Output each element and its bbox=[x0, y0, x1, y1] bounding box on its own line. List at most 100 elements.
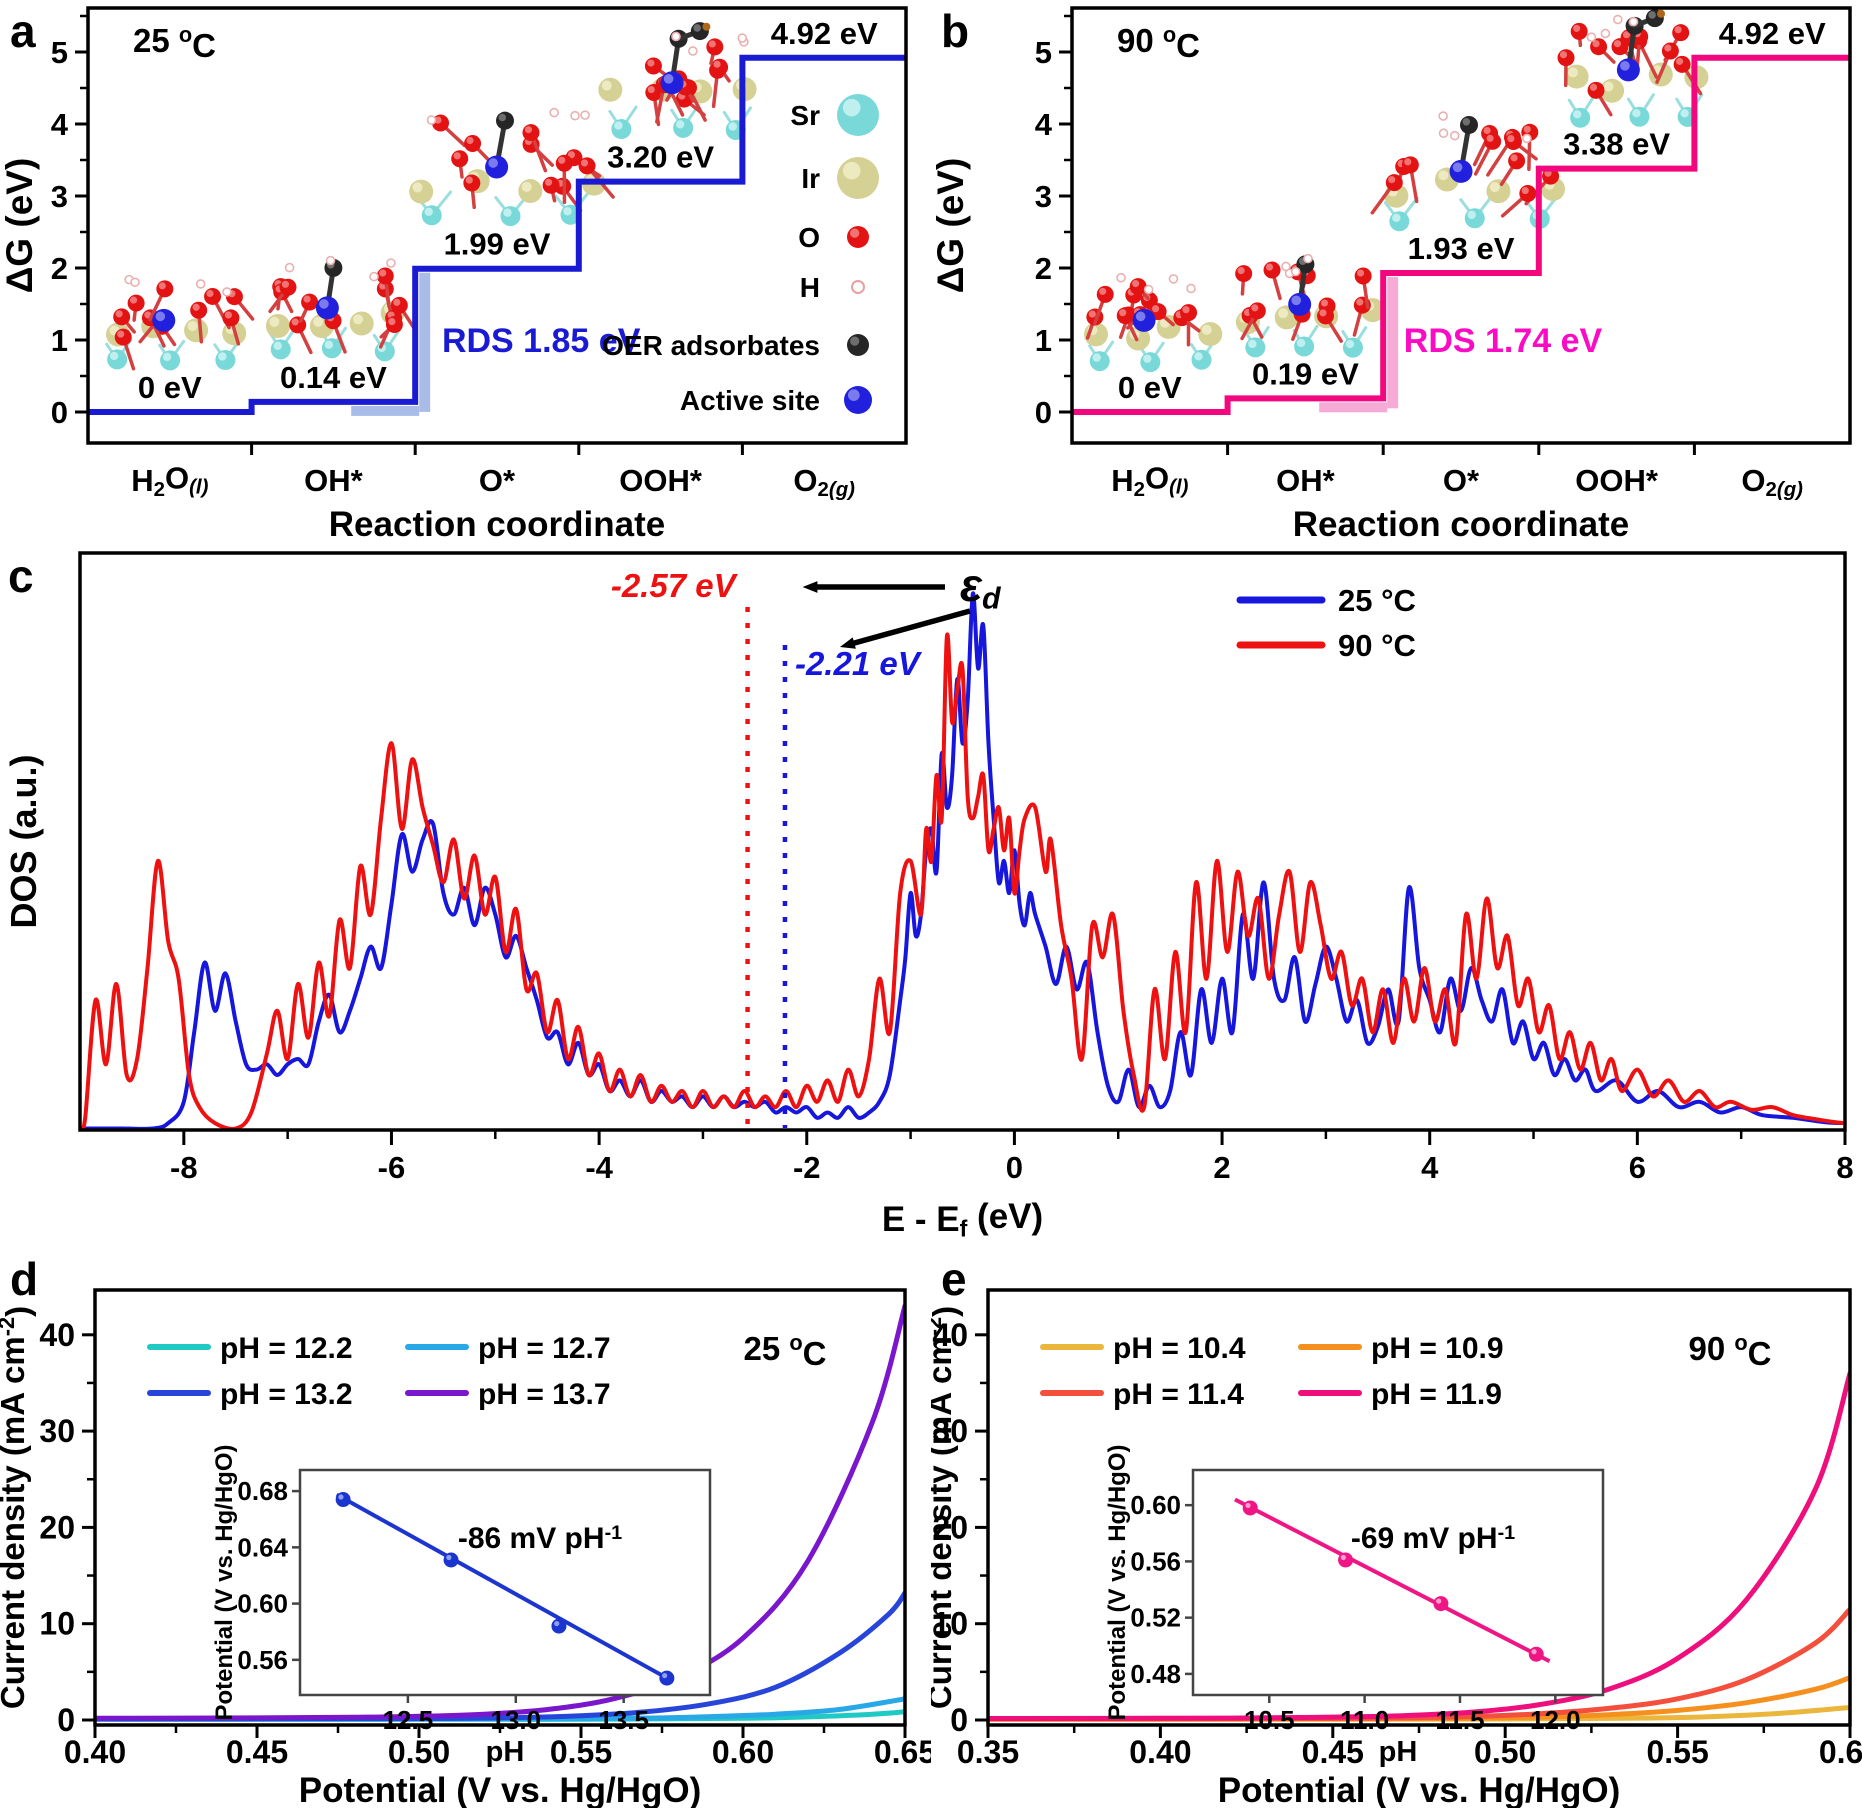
x-tick-label: 2 bbox=[1213, 1150, 1230, 1185]
molecule-inset bbox=[1557, 9, 1709, 128]
axis-box bbox=[86, 6, 908, 445]
atom-legend-label: O bbox=[798, 222, 820, 253]
inset-y-axis-title: Potential (V vs. Hg/HgO) bbox=[211, 1444, 238, 1720]
inset-y-tick-label: 0.56 bbox=[237, 1645, 288, 1675]
inset-data-point bbox=[335, 1492, 351, 1508]
y-tick-label: 4 bbox=[1035, 107, 1053, 142]
x-tick-label: OH* bbox=[304, 463, 364, 498]
legend-label: pH = 10.9 bbox=[1371, 1332, 1504, 1365]
y-tick-label: 4 bbox=[51, 107, 69, 142]
x-tick-label: 0.60 bbox=[1819, 1734, 1862, 1770]
axis-box bbox=[78, 551, 1847, 1132]
y-tick-label: 5 bbox=[51, 35, 68, 70]
x-tick-label: -2 bbox=[793, 1150, 821, 1185]
chart-b-svg: 0 1 2 3 4 5 H2O(l) OH* O* OOH* O2(g) Reaction coord… bbox=[931, 6, 1852, 544]
step-value-label: 0.14 eV bbox=[280, 360, 387, 395]
step-value-label: 0.19 eV bbox=[1252, 356, 1359, 391]
atom-legend-label: Sr bbox=[790, 100, 820, 131]
y-tick-label: 0 bbox=[51, 395, 68, 430]
lsv-curve-pH 13.7 bbox=[95, 1303, 905, 1721]
y-tick-label: 1 bbox=[1035, 323, 1052, 358]
y-tick-label: 2 bbox=[1035, 251, 1052, 286]
molecule-inset bbox=[409, 107, 615, 227]
legend-label: 25 °C bbox=[1338, 583, 1416, 618]
x-tick-label: OH* bbox=[1276, 463, 1336, 498]
inset-y-axis-title: Potential (V vs. Hg/HgO) bbox=[1104, 1444, 1131, 1720]
panel-letter-d: d bbox=[10, 1253, 39, 1305]
x-tick-label: -6 bbox=[378, 1150, 406, 1185]
chart-e-svg: 0.35 0.40 0.45 0.50 0.55 0.60 0 10 20 30 40 Potenti… bbox=[931, 1288, 1862, 1808]
x-tick-label: H2O(l) bbox=[1111, 460, 1188, 500]
molecule-inset bbox=[1235, 253, 1385, 358]
y-tick-label: 20 bbox=[932, 1509, 968, 1545]
atom-legend-sphere bbox=[851, 280, 865, 294]
step-value-label: 1.99 eV bbox=[444, 227, 551, 262]
temperature-label: 90 oC bbox=[1117, 22, 1200, 64]
legend-label: pH = 13.7 bbox=[478, 1378, 611, 1411]
panel-letter-e: e bbox=[941, 1253, 967, 1305]
inset-x-tick-label: 12.0 bbox=[1530, 1705, 1581, 1735]
molecule-inset bbox=[1084, 272, 1223, 373]
x-tick-label: 0.55 bbox=[1646, 1734, 1708, 1770]
temperature-label: 25 oC bbox=[743, 1330, 826, 1372]
axis-box bbox=[1070, 6, 1852, 445]
y-tick-label: 3 bbox=[51, 179, 68, 214]
lsv-curve-pH 11.9 bbox=[988, 1370, 1850, 1722]
x-axis-title: E - Ef (eV) bbox=[882, 1197, 1043, 1241]
legend-label: pH = 12.2 bbox=[220, 1332, 353, 1365]
legend-label: pH = 13.2 bbox=[220, 1378, 353, 1411]
x-tick-label: -4 bbox=[585, 1150, 613, 1185]
inset-y-tick-label: 0.56 bbox=[1130, 1546, 1181, 1576]
x-tick-label: O* bbox=[479, 463, 516, 498]
y-axis-title: ΔG (eV) bbox=[0, 158, 40, 294]
y-axis-title: DOS (a.u.) bbox=[3, 754, 44, 928]
inset-data-point bbox=[1242, 1500, 1258, 1516]
dos-curve-90C bbox=[80, 632, 1845, 1129]
panel-a-free-energy-25C: 0 1 2 3 4 5 H2O(l) OH* O* OOH* O2(g) Reaction coord… bbox=[0, 0, 931, 545]
atom-legend-sphere bbox=[844, 386, 872, 414]
rds-highlight bbox=[351, 405, 420, 416]
x-axis-title: Reaction coordinate bbox=[329, 505, 665, 544]
x-tick-label: 0.40 bbox=[64, 1734, 126, 1770]
inset-y-tick-label: 0.60 bbox=[237, 1589, 288, 1619]
inset-x-tick-label: 12.5 bbox=[383, 1705, 434, 1735]
x-tick-label: O2(g) bbox=[1741, 463, 1803, 501]
legend-label: pH = 10.4 bbox=[1113, 1332, 1246, 1365]
y-axis-title: Current density (mA cm-2) bbox=[0, 1306, 36, 1709]
atom-legend-label: OER adsorbates bbox=[602, 330, 820, 361]
dband-value-25C: -2.21 eV bbox=[795, 645, 923, 682]
inset-x-axis-title: pH bbox=[486, 1736, 525, 1768]
chart-d-svg: 0.40 0.45 0.50 0.55 0.60 0.65 0 10 20 30 40 Potenti… bbox=[0, 1288, 931, 1808]
atom-legend-label: Ir bbox=[801, 163, 820, 194]
y-tick-label: 10 bbox=[39, 1606, 75, 1642]
y-tick-label: 0 bbox=[1035, 395, 1052, 430]
rds-label: RDS 1.85 eV bbox=[442, 322, 641, 360]
inset-y-tick-label: 0.60 bbox=[1130, 1490, 1181, 1520]
x-tick-label: O* bbox=[1443, 463, 1480, 498]
panel-letter-b: b bbox=[941, 5, 970, 57]
inset-x-axis-title: pH bbox=[1379, 1736, 1418, 1768]
legend-label: pH = 12.7 bbox=[478, 1332, 611, 1365]
y-tick-label: 20 bbox=[39, 1509, 75, 1545]
x-tick-label: 0.35 bbox=[957, 1734, 1019, 1770]
y-tick-label: 2 bbox=[51, 251, 68, 286]
x-tick-label: 0.50 bbox=[388, 1734, 450, 1770]
rds-highlight bbox=[419, 272, 431, 412]
step-value-label: 0 eV bbox=[138, 370, 202, 405]
y-tick-label: 5 bbox=[1035, 35, 1052, 70]
y-tick-label: 0 bbox=[950, 1702, 968, 1738]
y-tick-label: 40 bbox=[39, 1317, 75, 1353]
y-axis-title: Current density (mA cm-2) bbox=[931, 1306, 963, 1709]
inset-data-point bbox=[551, 1618, 567, 1634]
inset-data-point bbox=[659, 1670, 675, 1686]
y-tick-label: 30 bbox=[39, 1413, 75, 1449]
x-tick-label: 0.55 bbox=[550, 1734, 612, 1770]
y-tick-label: 10 bbox=[932, 1606, 968, 1642]
x-axis-title: Reaction coordinate bbox=[1293, 505, 1629, 544]
x-tick-label: 4 bbox=[1421, 1150, 1439, 1185]
x-axis-title: Potential (V vs. Hg/HgO) bbox=[299, 1771, 702, 1808]
atom-legend-label: H bbox=[800, 272, 820, 303]
inset-y-tick-label: 0.64 bbox=[237, 1532, 288, 1562]
inset-x-tick-label: 13.0 bbox=[490, 1705, 541, 1735]
inset-fit-line bbox=[1234, 1497, 1551, 1664]
